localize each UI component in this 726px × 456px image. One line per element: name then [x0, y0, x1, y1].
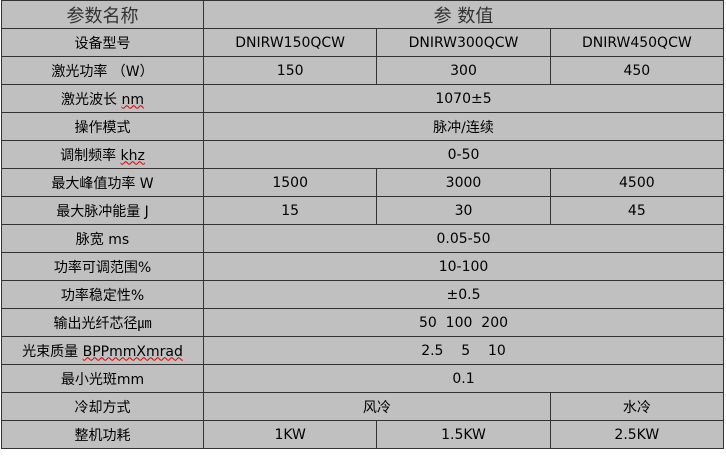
row-label: 最大峰值功率 W: [1, 168, 204, 197]
row-label-unit: nm: [121, 91, 144, 108]
table-row: 脉宽 ms 0.05-50: [1, 224, 724, 253]
table-row: 功率可调范围% 10-100: [1, 252, 724, 281]
cell: 水冷: [549, 392, 725, 421]
cell: 1.5KW: [376, 420, 551, 449]
table-header-row: 参数名称 参 数值: [1, 0, 724, 29]
row-label: 冷却方式: [1, 392, 204, 421]
row-label-text: 激光波长: [61, 91, 122, 108]
row-label: 激光波长 nm: [1, 84, 204, 113]
row-label: 光束质量 BPPmmXmrad: [1, 336, 204, 365]
row-label: 脉宽 ms: [1, 224, 204, 253]
cell: 15: [202, 196, 378, 225]
table-row: 功率稳定性% ±0.5: [1, 280, 724, 309]
table-row: 激光波长 nm 1070±5: [1, 84, 724, 113]
cell: 1500: [202, 168, 378, 197]
cell: DNIRW150QCW: [202, 28, 378, 57]
header-param-name: 参数名称: [1, 0, 204, 29]
cell: 3000: [376, 168, 551, 197]
table-row: 冷却方式 风冷 水冷: [1, 392, 725, 421]
cell: 0.05-50: [203, 224, 724, 253]
cell: 1070±5: [203, 84, 724, 113]
cell: 30: [376, 196, 551, 225]
table-row: 设备型号 DNIRW150QCW DNIRW300QCW DNIRW450QCW: [1, 28, 725, 57]
table-row: 操作模式 脉冲/连续: [1, 112, 724, 141]
row-label: 整机功耗: [1, 420, 204, 449]
cell: 10-100: [203, 252, 724, 281]
row-label-text: 光束质量: [22, 343, 83, 360]
cell: DNIRW450QCW: [549, 28, 725, 57]
table-row: 最小光斑mm 0.1: [1, 364, 724, 393]
table-row: 光束质量 BPPmmXmrad 2.5 5 10: [1, 336, 724, 365]
row-label: 最小光斑mm: [1, 364, 204, 393]
cell: 脉冲/连续: [203, 112, 724, 141]
cell: 1KW: [202, 420, 378, 449]
table-row: 调制频率 khz 0-50: [1, 140, 724, 169]
cell: 4500: [549, 168, 725, 197]
cell: 2.5KW: [549, 420, 725, 449]
cell: 45: [549, 196, 725, 225]
cell: 150: [202, 56, 378, 85]
cell: 风冷: [203, 392, 551, 421]
row-label-unit: khz: [120, 147, 145, 164]
row-label: 功率稳定性%: [1, 280, 204, 309]
row-label: 输出光纤芯径㎛: [1, 308, 204, 337]
cell: 0.1: [203, 364, 724, 393]
cell: ±0.5: [203, 280, 724, 309]
cell: DNIRW300QCW: [376, 28, 551, 57]
row-label-unit: BPPmmXmrad: [82, 343, 183, 360]
header-param-value: 参 数值: [203, 0, 724, 29]
row-label: 设备型号: [1, 28, 204, 57]
table-row: 激光功率 （W） 150 300 450: [1, 56, 725, 85]
row-label: 操作模式: [1, 112, 204, 141]
table-row: 最大脉冲能量 J 15 30 45: [1, 196, 725, 225]
row-label: 激光功率 （W）: [1, 56, 204, 85]
cell: 450: [549, 56, 725, 85]
cell: 300: [376, 56, 551, 85]
row-label: 最大脉冲能量 J: [1, 196, 204, 225]
row-label-text: 调制频率: [60, 147, 121, 164]
cell: 0-50: [203, 140, 724, 169]
cell: 50 100 200: [203, 308, 724, 337]
table-row: 输出光纤芯径㎛ 50 100 200: [1, 308, 724, 337]
table-row: 最大峰值功率 W 1500 3000 4500: [1, 168, 725, 197]
row-label: 功率可调范围%: [1, 252, 204, 281]
row-label: 调制频率 khz: [1, 140, 204, 169]
table-row: 整机功耗 1KW 1.5KW 2.5KW: [1, 420, 725, 449]
cell: 2.5 5 10: [203, 336, 724, 365]
